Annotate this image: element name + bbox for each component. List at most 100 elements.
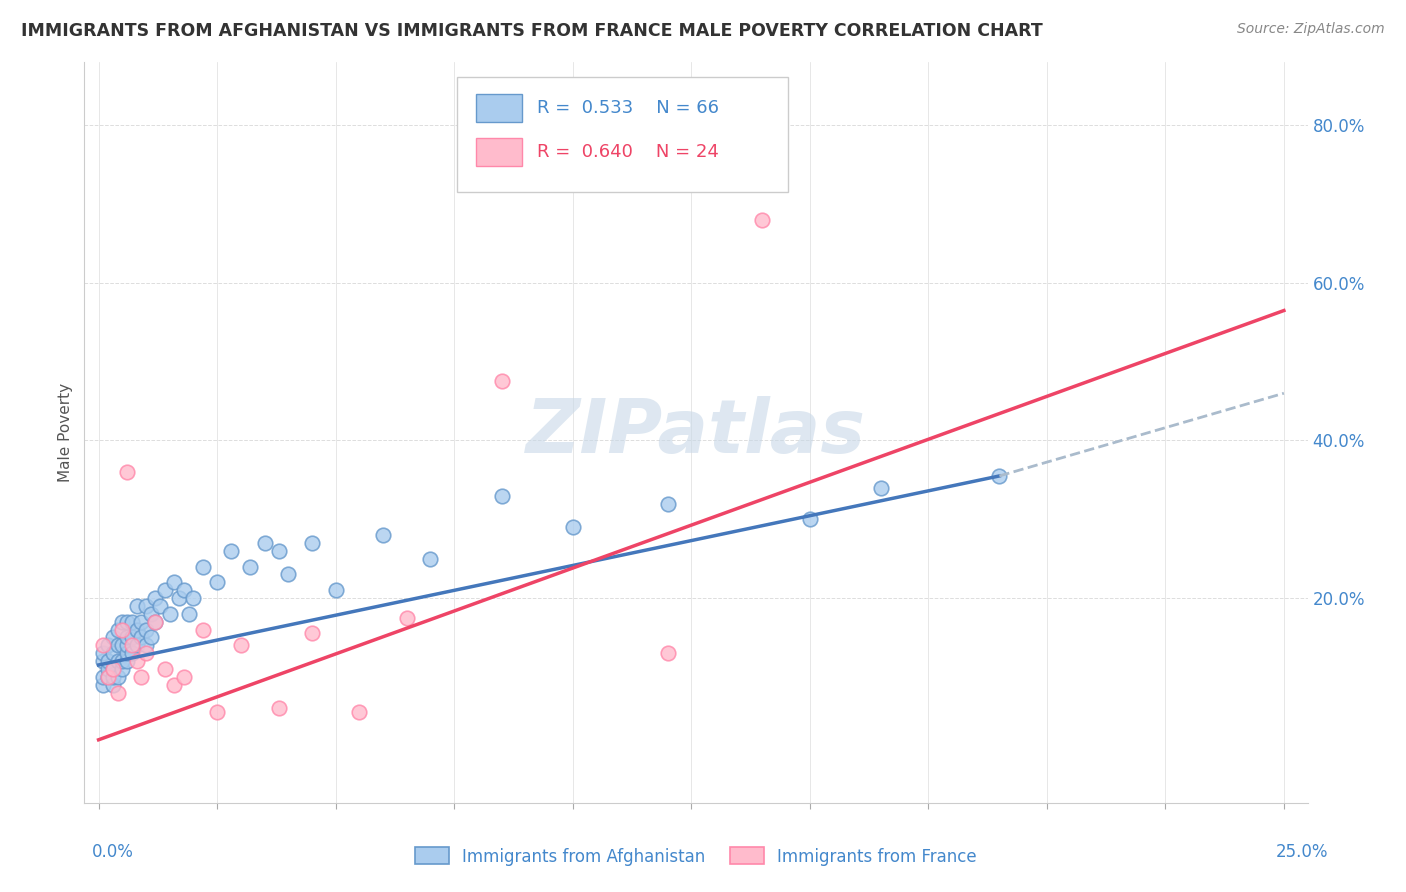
Point [799, 512, 821, 526]
Point [277, 567, 299, 582]
Point [145, 615, 167, 629]
Point [111, 615, 134, 629]
Point [173, 670, 195, 684]
Point [115, 615, 138, 629]
Point [145, 591, 167, 605]
Point [129, 631, 152, 645]
Point [229, 638, 252, 652]
Point [107, 654, 129, 668]
Point [101, 662, 124, 676]
Point [657, 646, 679, 660]
Point [97, 670, 120, 684]
Point [115, 654, 138, 668]
Point [135, 638, 157, 652]
Point [125, 623, 148, 637]
Point [91, 646, 114, 660]
Text: R =  0.533    N = 66: R = 0.533 N = 66 [537, 99, 718, 117]
Point [97, 662, 120, 676]
Point [135, 599, 157, 613]
Point [145, 615, 167, 629]
Text: R =  0.640    N = 24: R = 0.640 N = 24 [537, 143, 718, 161]
Point [177, 607, 200, 621]
Point [125, 654, 148, 668]
Point [111, 654, 134, 668]
Point [115, 631, 138, 645]
Point [191, 623, 214, 637]
Text: Source: ZipAtlas.com: Source: ZipAtlas.com [1237, 22, 1385, 37]
Point [325, 583, 347, 598]
Point [101, 631, 124, 645]
Point [91, 654, 114, 668]
Point [139, 631, 162, 645]
Point [419, 551, 441, 566]
Point [491, 375, 513, 389]
Point [101, 678, 124, 692]
Point [101, 646, 124, 660]
Point [97, 670, 120, 684]
Point [129, 615, 152, 629]
Point [153, 662, 176, 676]
Text: ZIPatlas: ZIPatlas [526, 396, 866, 469]
Point [139, 607, 162, 621]
FancyBboxPatch shape [475, 94, 522, 121]
Point [301, 626, 323, 640]
Point [91, 678, 114, 692]
Point [173, 583, 195, 598]
Point [97, 654, 120, 668]
Point [91, 670, 114, 684]
Point [107, 623, 129, 637]
Legend: Immigrants from Afghanistan, Immigrants from France: Immigrants from Afghanistan, Immigrants … [409, 840, 983, 872]
Point [121, 631, 143, 645]
Point [91, 638, 114, 652]
Point [153, 583, 176, 598]
Point [97, 638, 120, 652]
Point [111, 623, 134, 637]
Point [301, 536, 323, 550]
Point [121, 646, 143, 660]
Point [221, 543, 243, 558]
Point [253, 536, 276, 550]
Point [101, 670, 124, 684]
Point [111, 662, 134, 676]
Point [135, 623, 157, 637]
Point [561, 520, 583, 534]
Point [115, 646, 138, 660]
Point [183, 591, 205, 605]
Point [205, 705, 228, 719]
Point [205, 575, 228, 590]
Point [107, 638, 129, 652]
Point [267, 543, 290, 558]
Point [988, 469, 1011, 483]
Point [163, 575, 186, 590]
Point [870, 481, 893, 495]
Text: 25.0%: 25.0% [1277, 843, 1329, 861]
FancyBboxPatch shape [475, 138, 522, 166]
Point [111, 638, 134, 652]
Point [121, 638, 143, 652]
Point [125, 638, 148, 652]
Point [115, 465, 138, 479]
Point [751, 213, 773, 227]
Point [191, 559, 214, 574]
FancyBboxPatch shape [457, 78, 787, 192]
Point [107, 685, 129, 699]
Point [163, 678, 186, 692]
Point [349, 705, 371, 719]
Point [371, 528, 394, 542]
Point [125, 599, 148, 613]
Point [135, 646, 157, 660]
Text: 0.0%: 0.0% [91, 843, 134, 861]
Point [101, 662, 124, 676]
Point [167, 591, 190, 605]
Point [107, 670, 129, 684]
Point [267, 701, 290, 715]
Point [129, 670, 152, 684]
Point [491, 489, 513, 503]
Point [657, 496, 679, 510]
Text: IMMIGRANTS FROM AFGHANISTAN VS IMMIGRANTS FROM FRANCE MALE POVERTY CORRELATION C: IMMIGRANTS FROM AFGHANISTAN VS IMMIGRANT… [21, 22, 1043, 40]
Point [159, 607, 181, 621]
Y-axis label: Male Poverty: Male Poverty [58, 383, 73, 483]
Point [115, 638, 138, 652]
Point [395, 611, 418, 625]
Point [149, 599, 172, 613]
